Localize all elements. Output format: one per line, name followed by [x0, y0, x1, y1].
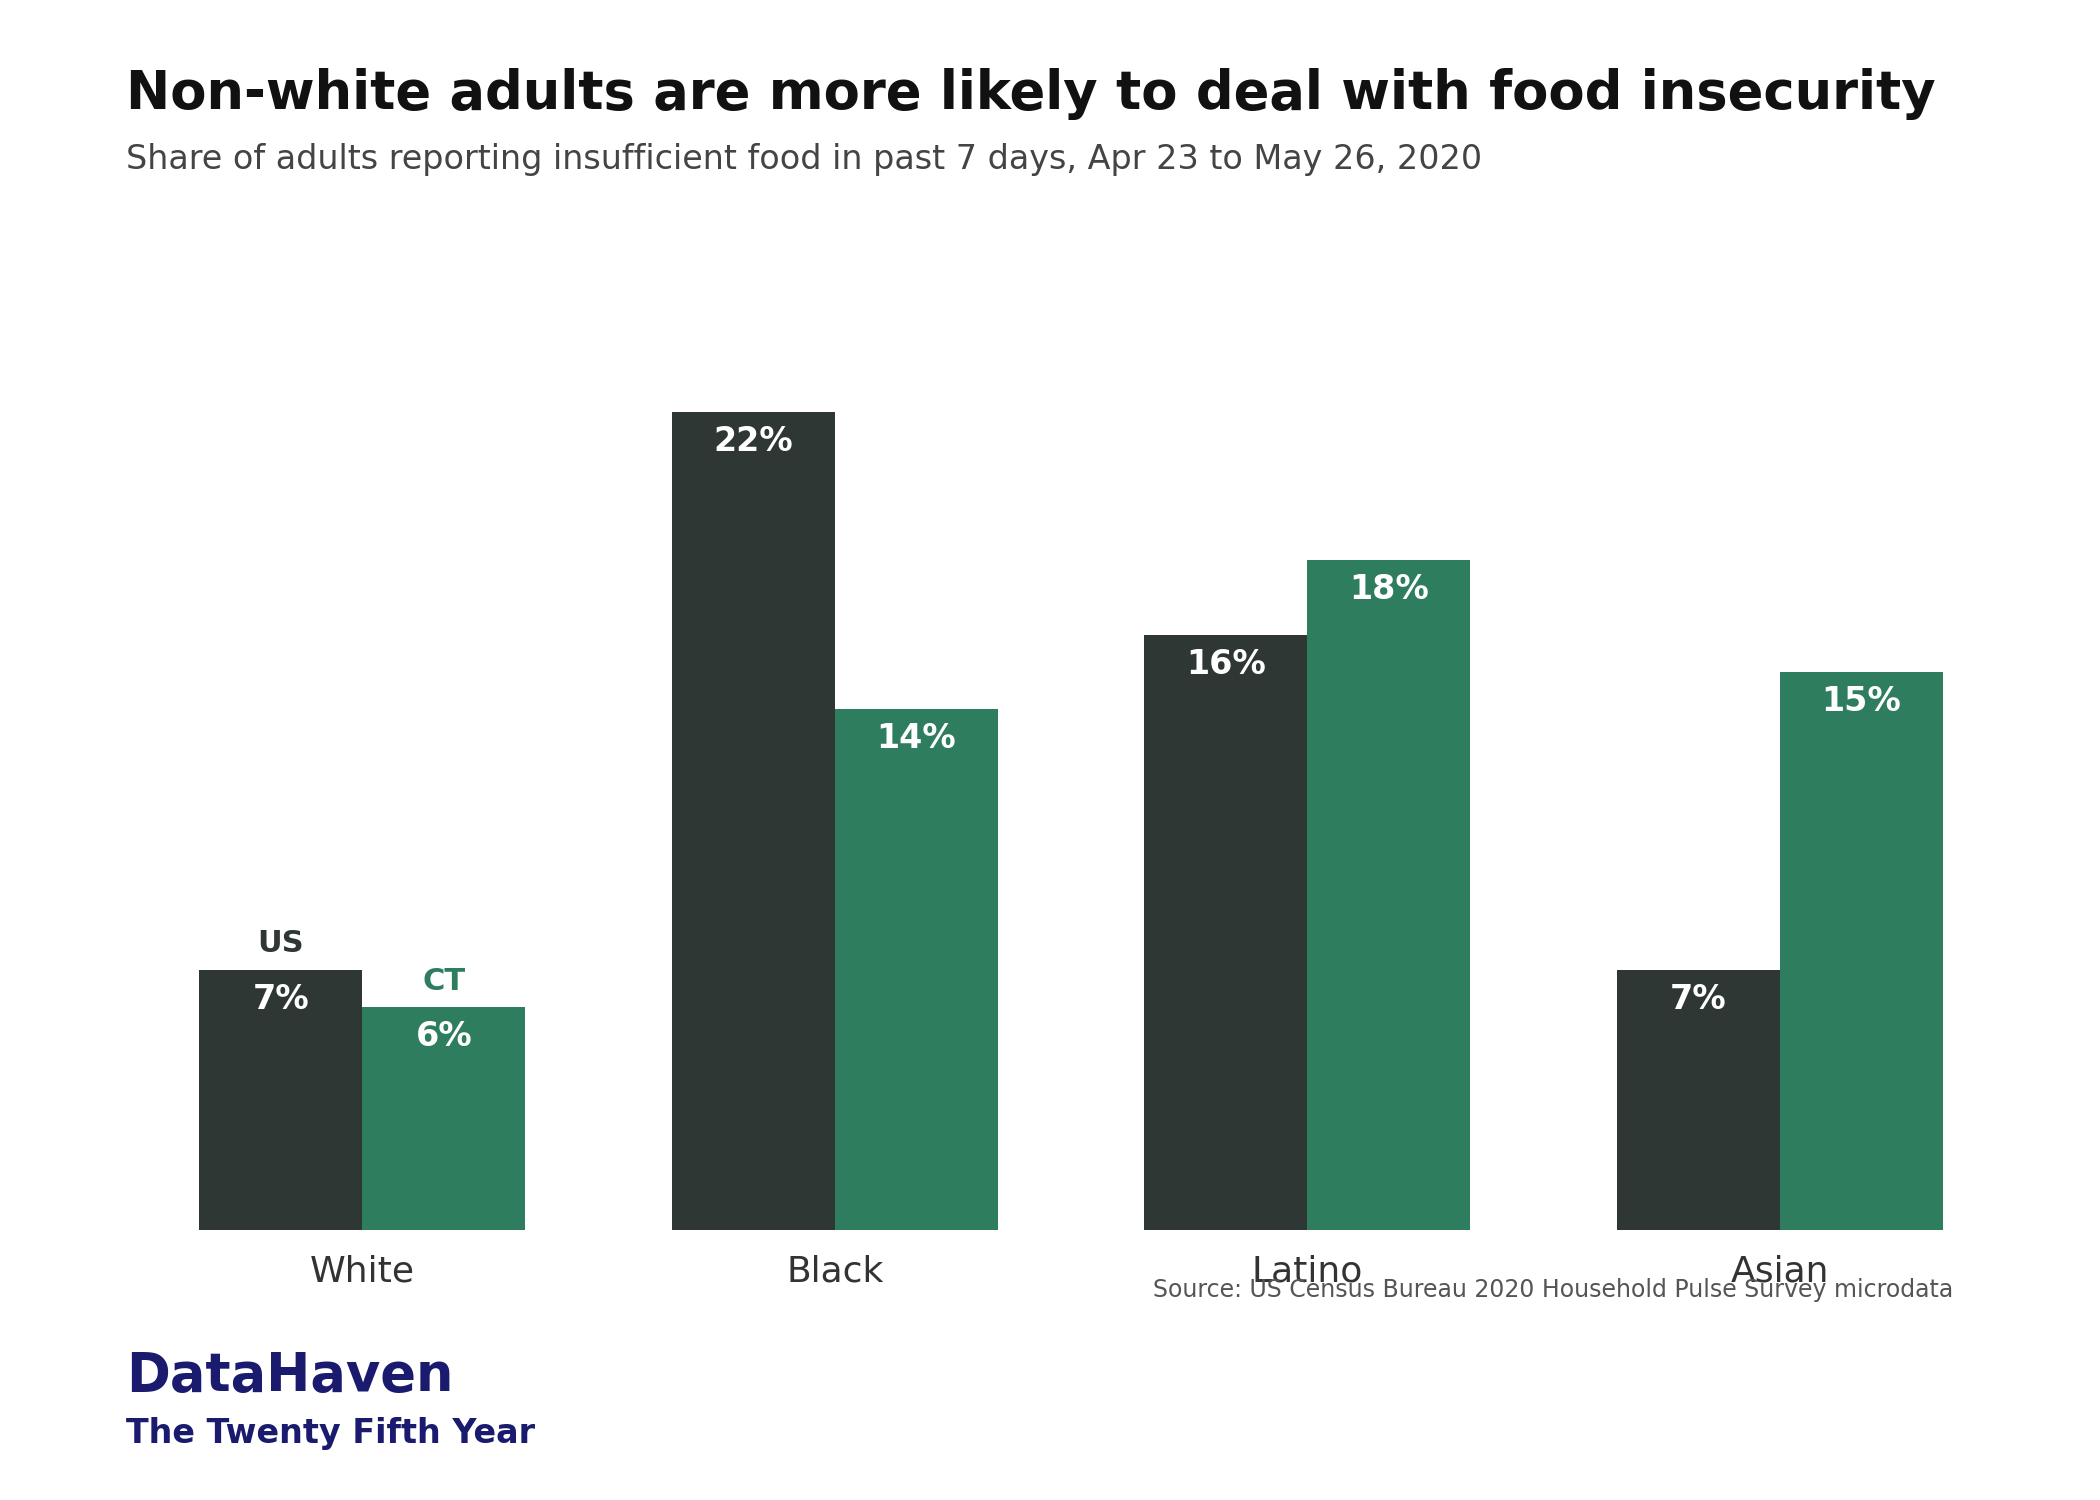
Text: Non-white adults are more likely to deal with food insecurity: Non-white adults are more likely to deal… [126, 68, 1936, 120]
Bar [1144, 634, 1306, 1230]
Text: Source: US Census Bureau 2020 Household Pulse Survey microdata: Source: US Census Bureau 2020 Household … [1153, 1278, 1953, 1302]
Text: 16%: 16% [1186, 648, 1266, 681]
Bar [672, 411, 834, 1230]
Text: 22%: 22% [714, 424, 794, 458]
Bar [1617, 969, 1779, 1230]
Text: DataHaven: DataHaven [126, 1350, 454, 1402]
Text: 6%: 6% [416, 1020, 472, 1053]
Text: 14%: 14% [876, 722, 956, 754]
Bar [361, 1007, 525, 1230]
Text: CT: CT [422, 966, 466, 996]
Text: 15%: 15% [1821, 686, 1900, 718]
Text: 7%: 7% [252, 982, 309, 1016]
Text: Share of adults reporting insufficient food in past 7 days, Apr 23 to May 26, 20: Share of adults reporting insufficient f… [126, 142, 1483, 176]
Bar [1306, 561, 1470, 1230]
Text: The Twenty Fifth Year: The Twenty Fifth Year [126, 1418, 536, 1450]
Text: 7%: 7% [1670, 982, 1726, 1016]
Bar [1779, 672, 1943, 1230]
Text: 18%: 18% [1348, 573, 1428, 606]
Bar [836, 710, 998, 1230]
Text: US: US [258, 930, 304, 958]
Bar [200, 969, 361, 1230]
